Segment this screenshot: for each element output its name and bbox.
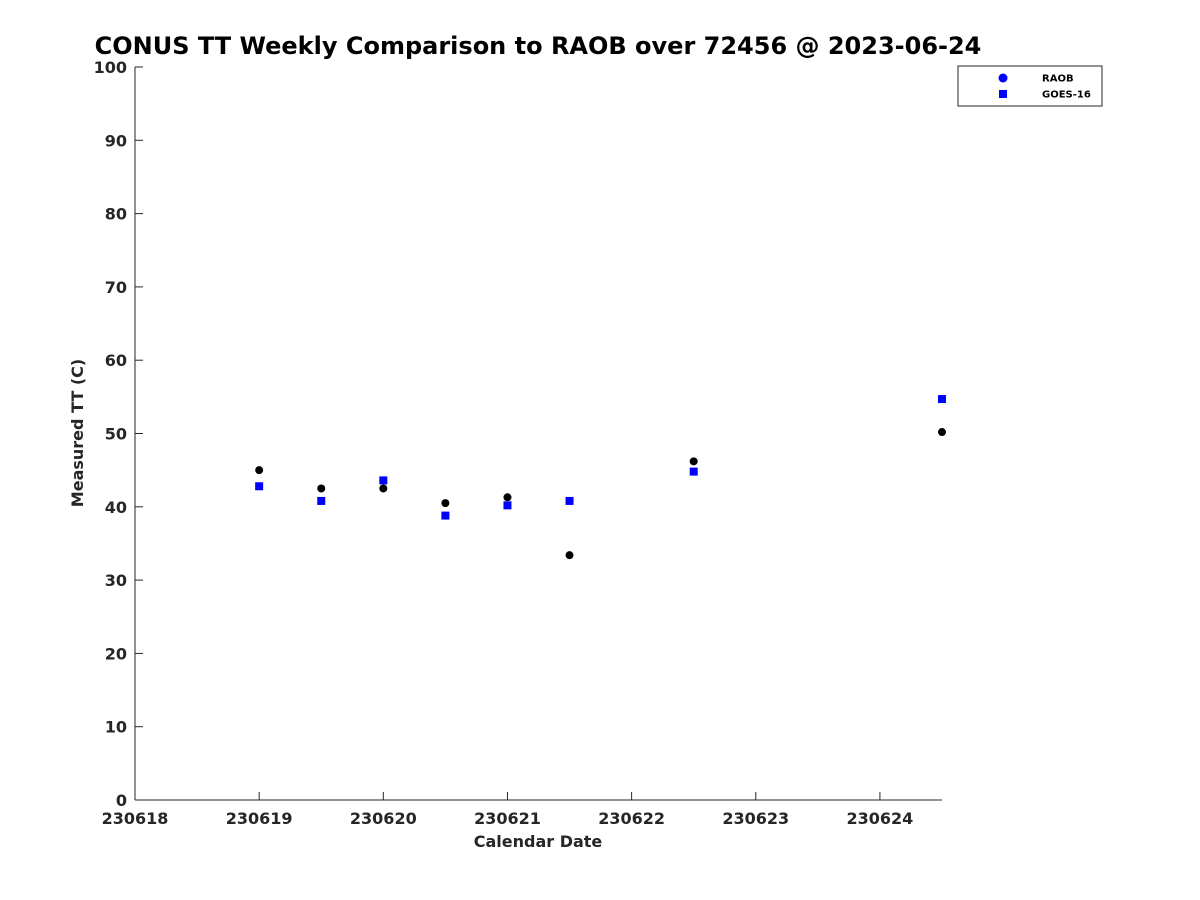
- x-axis-label: Calendar Date: [474, 832, 603, 851]
- y-tick-label: 40: [105, 498, 127, 517]
- x-tick-label: 230618: [102, 809, 169, 828]
- data-points: [255, 395, 946, 560]
- legend-box: [957, 65, 1103, 107]
- goes-16-point: [255, 482, 264, 491]
- x-tick-label: 230620: [350, 809, 417, 828]
- x-tick-label: 230621: [474, 809, 541, 828]
- goes-16-point: [317, 496, 326, 505]
- raob-point: [938, 428, 946, 437]
- goes-16-point: [441, 511, 450, 520]
- y-tick-label: 10: [105, 718, 127, 737]
- chart-title: CONUS TT Weekly Comparison to RAOB over …: [95, 32, 982, 60]
- y-axis-label: Measured TT (C): [68, 359, 87, 507]
- y-tick-label: 90: [105, 131, 127, 150]
- y-tick-label: 30: [105, 571, 127, 590]
- raob-point: [379, 484, 388, 493]
- x-tick-label: 230622: [598, 809, 665, 828]
- y-tick-label: 0: [116, 791, 127, 810]
- legend-raob-marker: [998, 73, 1008, 83]
- y-tick-label: 20: [105, 644, 127, 663]
- legend-goes-marker: [999, 90, 1007, 98]
- x-ticks: 230618 230619 230620 230621 230622 230623 2306…: [102, 792, 914, 828]
- goes-16-point: [938, 395, 946, 404]
- raob-point: [441, 499, 450, 508]
- y-tick-label: 60: [105, 351, 127, 370]
- raob-point: [503, 493, 512, 502]
- raob-point: [689, 457, 698, 466]
- y-tick-label: 50: [105, 425, 127, 444]
- x-tick-label: 230619: [226, 809, 293, 828]
- legend-goes-label: GOES-16: [1042, 90, 1091, 101]
- raob-point: [317, 484, 326, 493]
- y-tick-label: 70: [105, 278, 127, 297]
- y-ticks: 0 10 20 30 40 50 60 70 80 90 100: [94, 58, 143, 810]
- y-tick-label: 100: [94, 58, 127, 77]
- raob-point: [565, 551, 574, 560]
- goes-16-point: [379, 476, 388, 485]
- x-tick-label: 230624: [847, 809, 914, 828]
- legend: RAOB GOES-16: [957, 65, 1103, 107]
- y-tick-label: 80: [105, 205, 127, 224]
- raob-point: [255, 466, 264, 475]
- goes-16-point: [503, 501, 512, 510]
- goes-16-point: [565, 496, 574, 505]
- x-tick-label: 230623: [722, 809, 789, 828]
- goes-16-point: [689, 467, 698, 476]
- legend-raob-label: RAOB: [1042, 74, 1074, 85]
